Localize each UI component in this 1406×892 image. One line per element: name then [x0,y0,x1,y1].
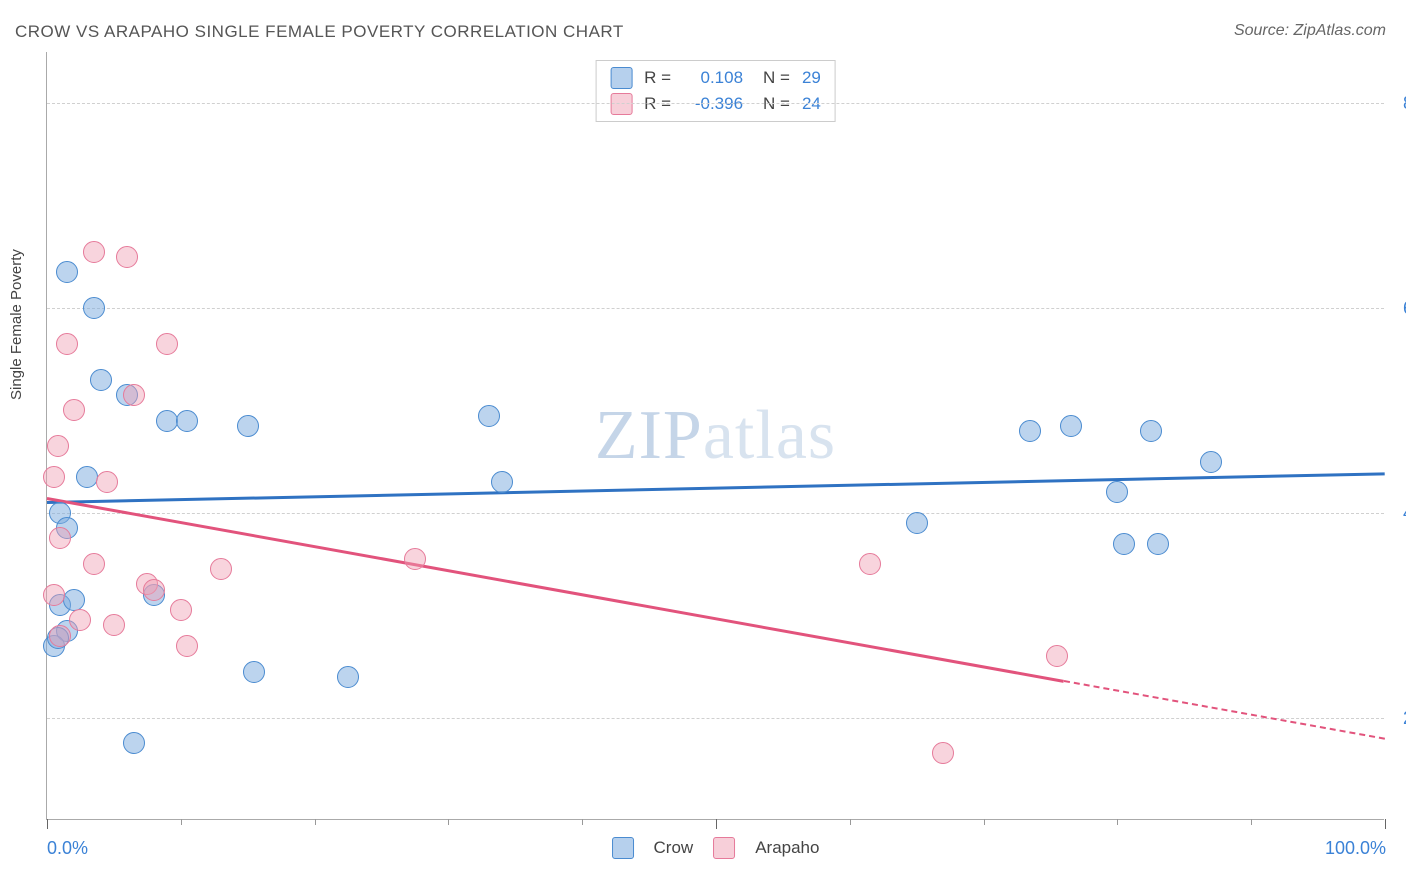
gridline [47,103,1384,104]
data-point [69,609,91,631]
data-point [337,666,359,688]
data-point [478,405,500,427]
x-tick-minor [1251,819,1252,825]
data-point [123,384,145,406]
data-point [56,261,78,283]
r-label: R = [644,68,671,88]
x-tick-major [47,819,48,829]
regression-line [47,472,1385,503]
data-point [103,614,125,636]
data-point [170,599,192,621]
data-point [859,553,881,575]
x-tick-minor [984,819,985,825]
data-point [1200,451,1222,473]
data-point [210,558,232,580]
data-point [1113,533,1135,555]
data-point [237,415,259,437]
gridline [47,513,1384,514]
legend-series: Crow Arapaho [612,837,820,859]
data-point [83,241,105,263]
data-point [906,512,928,534]
swatch-crow-icon [610,67,632,89]
watermark: ZIPatlas [595,396,836,476]
data-point [176,410,198,432]
y-tick-label: 80.0% [1394,93,1406,114]
data-point [56,333,78,355]
x-tick-minor [181,819,182,825]
data-point [491,471,513,493]
gridline [47,308,1384,309]
plot-area: ZIPatlas R = 0.108 N = 29 R = -0.396 N =… [46,52,1384,820]
data-point [1060,415,1082,437]
y-tick-label: 20.0% [1394,708,1406,729]
x-tick-minor [850,819,851,825]
n-label: N = [763,68,790,88]
x-tick-major [1385,819,1386,829]
data-point [123,732,145,754]
data-point [1106,481,1128,503]
x-tick-major [716,819,717,829]
data-point [1140,420,1162,442]
data-point [83,553,105,575]
data-point [63,399,85,421]
legend-label-crow: Crow [654,838,694,858]
swatch-crow-icon [612,837,634,859]
data-point [156,410,178,432]
data-point [76,466,98,488]
data-point [143,579,165,601]
x-tick-minor [582,819,583,825]
data-point [1147,533,1169,555]
data-point [1046,645,1068,667]
r-value-crow: 0.108 [683,68,743,88]
regression-line [1064,680,1385,740]
data-point [43,584,65,606]
data-point [96,471,118,493]
data-point [49,625,71,647]
x-tick-minor [1117,819,1118,825]
gridline [47,718,1384,719]
data-point [90,369,112,391]
y-axis-label: Single Female Poverty [8,249,25,400]
data-point [404,548,426,570]
data-point [83,297,105,319]
data-point [63,589,85,611]
data-point [932,742,954,764]
x-tick-label: 100.0% [1325,838,1386,859]
legend-stats: R = 0.108 N = 29 R = -0.396 N = 24 [595,60,836,122]
data-point [156,333,178,355]
data-point [176,635,198,657]
data-point [43,466,65,488]
data-point [47,435,69,457]
x-tick-label: 0.0% [47,838,88,859]
source-label: Source: ZipAtlas.com [1234,22,1386,40]
data-point [1019,420,1041,442]
data-point [49,527,71,549]
y-tick-label: 60.0% [1394,298,1406,319]
x-tick-minor [448,819,449,825]
legend-row-crow: R = 0.108 N = 29 [610,67,821,89]
n-value-crow: 29 [802,68,821,88]
chart-title: CROW VS ARAPAHO SINGLE FEMALE POVERTY CO… [15,22,624,42]
x-tick-minor [315,819,316,825]
data-point [243,661,265,683]
data-point [116,246,138,268]
legend-label-arapaho: Arapaho [755,838,819,858]
y-tick-label: 40.0% [1394,503,1406,524]
swatch-arapaho-icon [713,837,735,859]
